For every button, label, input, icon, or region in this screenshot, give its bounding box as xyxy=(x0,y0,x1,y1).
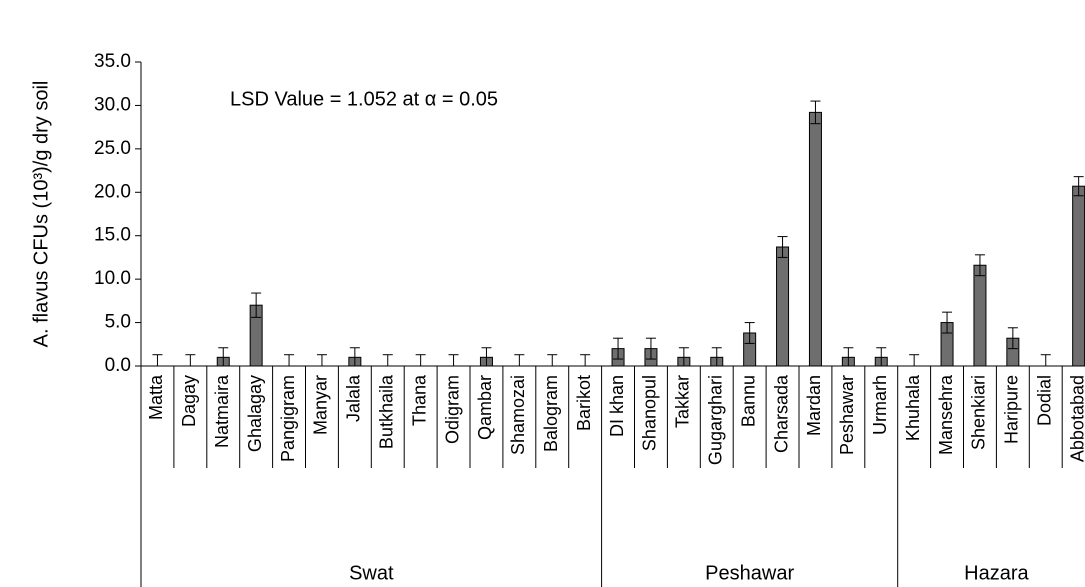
x-tick-label: Balogram xyxy=(541,375,561,452)
x-tick-label: Ghalagay xyxy=(245,375,265,452)
x-tick-label: Gugarghari xyxy=(706,375,726,465)
annotation: LSD Value = 1.052 at α = 0.05 xyxy=(230,88,498,110)
y-tick-label: 5.0 xyxy=(105,312,131,333)
x-tick-label: Bannu xyxy=(738,375,758,427)
y-tick-label: 30.0 xyxy=(94,94,131,115)
x-tick-label: Dodial xyxy=(1035,375,1055,426)
x-tick-label: Barikot xyxy=(574,375,594,431)
x-tick-label: Urmarh xyxy=(870,375,890,435)
x-tick-label: Haripure xyxy=(1002,375,1022,444)
x-tick-label: Peshawar xyxy=(837,375,857,455)
x-tick-label: Dagay xyxy=(179,375,199,427)
x-tick-label: Shenkiari xyxy=(969,375,989,450)
y-tick-label: 20.0 xyxy=(94,181,131,202)
group-label: Swat xyxy=(349,562,394,584)
x-tick-label: Pangigram xyxy=(278,375,298,462)
bar xyxy=(1072,185,1085,367)
y-axis-label: A. flavus CFUs (10³)/g dry soil xyxy=(30,81,52,348)
x-tick-label: Odigram xyxy=(442,375,462,444)
x-tick-label: Thana xyxy=(409,374,429,426)
y-tick-label: 15.0 xyxy=(94,225,131,246)
x-tick-label: Butkhaila xyxy=(377,374,397,449)
x-tick-label: Mansehra xyxy=(936,374,956,455)
x-tick-label: Khuhala xyxy=(903,374,923,441)
group-label: Peshawar xyxy=(705,562,794,584)
x-tick-label: Shanopul xyxy=(640,375,660,451)
bar xyxy=(973,264,987,367)
x-tick-label: Takkar xyxy=(673,375,693,428)
y-tick-label: 25.0 xyxy=(94,138,131,159)
y-tick-label: 10.0 xyxy=(94,268,131,289)
x-tick-label: Natmaira xyxy=(212,374,232,448)
y-tick-label: 0.0 xyxy=(105,355,131,376)
x-tick-label: Qambar xyxy=(475,375,495,440)
x-tick-label: Charsada xyxy=(771,374,791,453)
x-tick-label: Matta xyxy=(146,374,166,420)
x-tick-label: Shamozai xyxy=(508,375,528,455)
bar xyxy=(776,246,790,367)
x-tick-label: Mardan xyxy=(804,375,824,436)
x-tick-label: Jalala xyxy=(344,374,364,422)
x-tick-label: Manyar xyxy=(311,375,331,435)
bar xyxy=(808,111,822,367)
x-tick-label: Abbotabad xyxy=(1067,375,1085,462)
group-label: Hazara xyxy=(964,562,1029,584)
x-tick-label: DI khan xyxy=(607,375,627,437)
y-tick-label: 35.0 xyxy=(94,51,131,72)
